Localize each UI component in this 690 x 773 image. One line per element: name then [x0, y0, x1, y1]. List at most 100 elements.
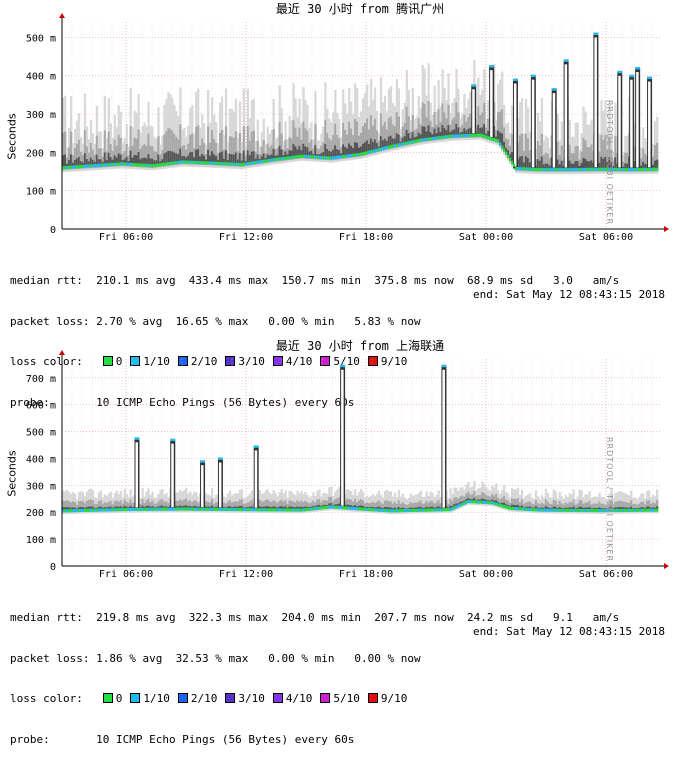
loss-swatch-label: 1/10	[143, 355, 170, 368]
smoke-mid	[125, 501, 128, 512]
median-segment	[201, 507, 204, 511]
smoke-mid	[282, 149, 285, 161]
median-segment	[576, 167, 579, 171]
smoke-mid	[594, 503, 597, 513]
median-segment	[580, 508, 583, 512]
smoke-mid	[463, 114, 466, 138]
smoke-mid	[314, 123, 317, 160]
median-segment	[310, 507, 313, 511]
median-segment	[421, 508, 424, 512]
median-segment	[163, 162, 166, 166]
smoke-inner	[542, 164, 546, 171]
smoke-mid	[640, 502, 643, 512]
median-segment	[218, 507, 222, 511]
median-segment	[608, 167, 611, 171]
smoke-mid	[348, 498, 351, 510]
median-segment	[441, 135, 444, 139]
smoke-mid	[117, 501, 120, 512]
median-segment	[153, 507, 156, 511]
smoke-mid	[187, 143, 190, 165]
median-segment	[630, 168, 633, 172]
smoke-mid	[608, 502, 611, 513]
spike-marker	[512, 78, 518, 81]
median-segment	[107, 508, 110, 512]
smoke-mid	[590, 504, 593, 513]
smoke-inner	[600, 156, 603, 171]
median-segment	[195, 507, 198, 511]
smoke-mid	[481, 112, 484, 139]
median-segment	[129, 507, 132, 511]
median-segment	[451, 507, 454, 511]
median-segment	[324, 506, 327, 510]
median-segment	[268, 508, 271, 512]
median-segment	[244, 508, 248, 512]
smoke-mid	[135, 138, 138, 168]
median-segment	[121, 162, 124, 166]
median-segment	[274, 508, 277, 512]
median-segment	[656, 508, 659, 512]
median-segment	[83, 508, 87, 512]
median-segment	[308, 507, 311, 511]
median-segment	[477, 500, 480, 504]
smoke-inner	[161, 159, 164, 166]
y-tick-label: 500 m	[26, 428, 56, 439]
median-segment	[256, 508, 259, 512]
smoke-inner	[272, 148, 275, 161]
smoke-mid	[469, 113, 472, 138]
smoke-mid	[640, 158, 643, 172]
smoke-mid	[375, 501, 379, 512]
smoke-inner	[133, 154, 136, 166]
median-segment	[532, 508, 536, 512]
median-segment	[483, 134, 486, 138]
smoke-mid	[477, 106, 480, 138]
median-segment	[644, 508, 647, 512]
smoke-mid	[377, 500, 381, 512]
smoke-inner	[644, 163, 647, 171]
smoke-mid	[252, 130, 256, 166]
smoke-mid	[425, 500, 428, 512]
smoke-mid	[228, 136, 232, 167]
smoke-mid	[395, 503, 399, 513]
smoke-mid	[445, 500, 448, 512]
median-segment	[143, 163, 146, 167]
smoke-mid	[413, 502, 416, 512]
median-segment	[427, 137, 430, 141]
smoke-mid	[77, 501, 81, 513]
loss-color-line: loss color: 0 1/10 2/10 3/10 4/10 5/10 9/10	[10, 355, 619, 369]
median-segment	[441, 508, 444, 512]
median-segment	[340, 155, 343, 159]
smoke-inner	[270, 154, 273, 162]
median-segment	[566, 508, 569, 512]
smoke-mid	[240, 499, 244, 512]
smoke-mid	[230, 502, 234, 512]
smoke-inner	[332, 149, 335, 159]
median-segment	[81, 508, 85, 512]
smoke-inner	[183, 155, 186, 164]
smoke-mid	[421, 102, 424, 143]
smoke-mid	[117, 134, 120, 167]
median-segment	[427, 508, 430, 512]
median-segment	[487, 136, 490, 140]
smoke-mid	[417, 501, 420, 512]
smoke-mid	[558, 154, 561, 172]
smoke-mid	[81, 501, 85, 513]
smoke-inner	[516, 159, 520, 170]
smoke-mid	[207, 126, 210, 166]
smoke-mid	[612, 160, 615, 172]
smoke-mid	[272, 500, 275, 512]
median-segment	[648, 508, 651, 512]
smoke-mid	[383, 500, 387, 513]
spike-core	[630, 79, 633, 168]
median-segment	[141, 507, 144, 511]
smoke-mid	[389, 116, 393, 149]
y-axis-label: Seconds	[5, 450, 19, 497]
smoke-mid	[137, 129, 140, 168]
median-segment	[300, 508, 303, 512]
smoke-inner	[262, 153, 265, 163]
median-segment	[236, 162, 240, 166]
median-segment	[308, 155, 311, 159]
median-segment	[113, 508, 116, 512]
smoke-inner	[415, 136, 418, 143]
median-segment	[512, 506, 516, 510]
median-segment	[598, 167, 601, 171]
